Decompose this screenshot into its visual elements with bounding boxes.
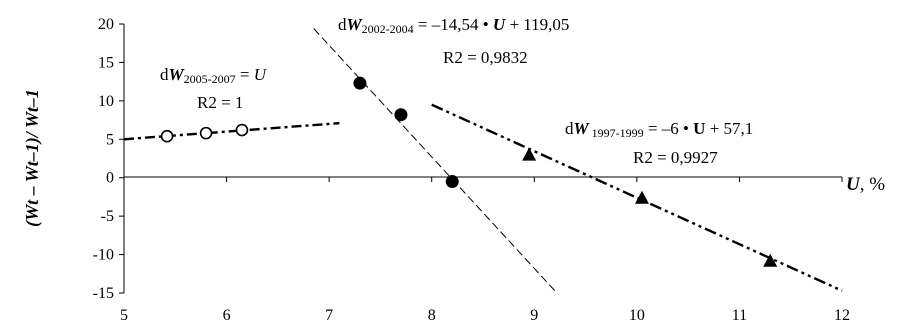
y-tick-label: -15 <box>93 285 114 302</box>
x-tick-label: 9 <box>530 307 538 324</box>
y-tick-label: 15 <box>98 54 114 71</box>
trendlines <box>123 28 843 292</box>
x-axis-label-var: U <box>846 174 861 195</box>
x-tick-label: 12 <box>834 307 850 324</box>
annotation-r2-2002-2004: R2 = 0,9832 <box>443 48 528 67</box>
data-point-series-3 <box>522 147 537 161</box>
data-point-series-2 <box>353 76 367 90</box>
y-axis-label: (Wt – Wt–1)/ Wt–1 <box>22 89 43 227</box>
x-tick-label: 10 <box>629 307 645 324</box>
data-point-series-1 <box>160 129 174 143</box>
markers <box>160 76 778 267</box>
x-tick-label: 5 <box>120 307 128 324</box>
trendline-series-1 <box>123 121 340 141</box>
y-tick-label: 5 <box>106 131 114 148</box>
x-ticks: 5 6 7 8 9 10 11 12 <box>120 177 850 324</box>
trendline-series-2 <box>313 28 556 292</box>
data-point-series-3 <box>634 190 649 204</box>
x-tick-label: 8 <box>428 307 436 324</box>
x-axis-label: U, % <box>846 174 885 195</box>
x-tick-label: 11 <box>732 307 747 324</box>
x-tick-label: 7 <box>325 307 333 324</box>
annotation-eq-2002-2004: dW2002-2004 = –14,54 • U + 119,05 <box>338 15 569 36</box>
y-tick-label: 10 <box>98 93 114 110</box>
x-axis-label-unit: , % <box>860 174 886 195</box>
data-point-series-1 <box>199 126 213 140</box>
data-point-series-1 <box>235 123 249 137</box>
y-tick-label: -5 <box>101 208 114 225</box>
y-tick-label: -10 <box>93 247 114 264</box>
annotation-eq-2005-2007: dW2005-2007 = U <box>160 65 268 86</box>
y-tick-label: 20 <box>98 16 114 33</box>
annotation-eq-1997-1999: dW 1997-1999 = –6 • U + 57,1 <box>565 119 753 140</box>
data-point-series-2 <box>394 108 408 122</box>
y-ticks: 20 15 10 5 0 -5 -10 -15 <box>93 16 124 302</box>
annotation-r2-1997-1999: R2 = 0,9927 <box>633 148 718 167</box>
y-tick-label: 0 <box>106 170 114 187</box>
x-tick-label: 6 <box>223 307 231 324</box>
data-point-series-3 <box>763 253 778 267</box>
annotation-r2-2005-2007: R2 = 1 <box>197 93 243 112</box>
data-point-series-2 <box>445 175 459 189</box>
